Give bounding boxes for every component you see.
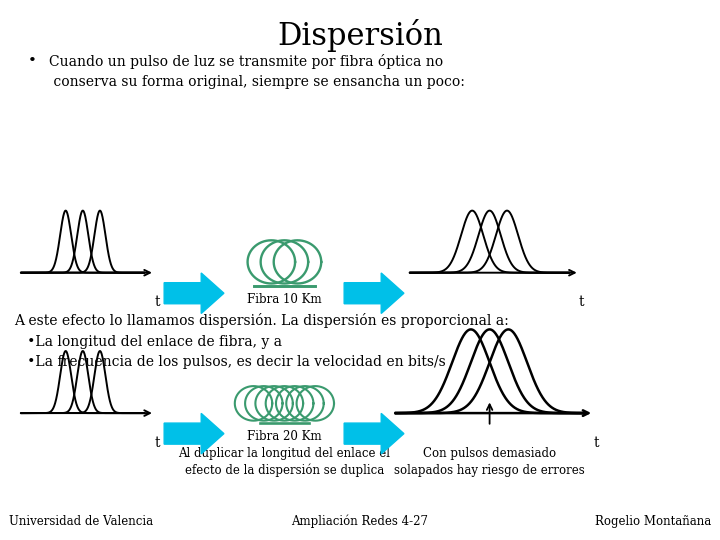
Text: Ampliación Redes 4-27: Ampliación Redes 4-27 <box>292 515 428 528</box>
Text: Dispersión: Dispersión <box>277 19 443 52</box>
Polygon shape <box>164 414 224 454</box>
Text: t: t <box>154 436 160 450</box>
Text: t: t <box>579 295 585 309</box>
Text: Fibra 20 Km: Fibra 20 Km <box>247 430 322 443</box>
Text: •: • <box>27 54 36 68</box>
Polygon shape <box>344 414 404 454</box>
Text: t: t <box>593 436 599 450</box>
Text: Rogelio Montañana: Rogelio Montañana <box>595 515 711 528</box>
Text: Con pulsos demasiado
solapados hay riesgo de errores: Con pulsos demasiado solapados hay riesg… <box>395 447 585 477</box>
Text: t: t <box>154 295 160 309</box>
Polygon shape <box>344 273 404 313</box>
Text: Al duplicar la longitud del enlace el
efecto de la dispersión se duplica: Al duplicar la longitud del enlace el ef… <box>179 447 390 477</box>
Text: Cuando un pulso de luz se transmite por fibra óptica no
 conserva su forma origi: Cuando un pulso de luz se transmite por … <box>49 54 465 89</box>
Text: A este efecto lo llamamos dispersión. La dispersión es proporcional a:
   •La lo: A este efecto lo llamamos dispersión. La… <box>14 313 509 369</box>
Text: Fibra 10 Km: Fibra 10 Km <box>247 293 322 306</box>
Polygon shape <box>164 273 224 313</box>
Text: Universidad de Valencia: Universidad de Valencia <box>9 515 153 528</box>
